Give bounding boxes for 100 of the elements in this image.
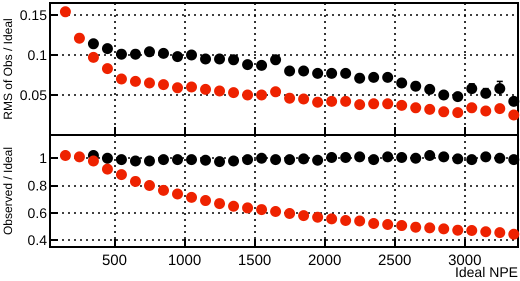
point [102,63,113,74]
point [396,78,408,88]
y-tick-label: 0.1 [28,47,48,63]
point [508,96,520,107]
y-tick-label: 0.15 [20,7,48,23]
point [368,98,380,110]
point [298,153,310,164]
point [130,76,141,87]
x-tick-label: 500 [102,252,127,269]
point [410,152,422,164]
point [494,83,506,94]
point [382,151,394,162]
point [298,66,310,76]
point [256,204,268,216]
point [270,206,282,217]
point [466,224,478,236]
point [326,68,338,79]
y-axis-title: Observed / Ideal [1,146,15,236]
point [88,38,99,50]
point [424,150,436,161]
point [410,80,422,92]
point [172,51,184,62]
point [214,198,226,210]
point [214,86,226,96]
point [368,154,380,166]
point [158,154,169,166]
x-tick-label: 1000 [168,252,202,269]
point [116,74,127,84]
point [200,84,212,95]
point [298,210,310,222]
point [368,72,380,83]
point [466,102,478,114]
point [186,82,198,92]
point [494,227,506,238]
point [256,60,268,71]
point [116,154,127,166]
point [200,54,212,64]
point [158,79,169,90]
point [354,216,366,227]
point [340,96,352,107]
point [116,48,127,60]
point [424,222,436,234]
point [382,218,394,230]
point [438,90,450,100]
point [410,222,422,233]
y-tick-label: 0.05 [20,87,48,103]
y-tick-label: 0.4 [28,232,48,248]
point [312,68,324,79]
point [130,48,141,60]
point [326,213,338,224]
point [158,184,169,196]
point [60,150,71,161]
point [382,98,394,110]
point [480,151,492,162]
point [102,152,113,164]
y-tick-label: 1 [39,150,48,166]
x-tick-label: 1500 [238,252,272,269]
point [74,151,85,162]
point [74,32,85,44]
point [396,220,408,232]
point [396,100,408,111]
point [438,151,450,162]
x-axis-title: Ideal NPE [454,264,518,280]
point [228,54,240,66]
point [144,155,155,166]
point [284,208,296,220]
point [424,104,436,115]
y-tick-label: 0.6 [28,204,48,221]
point [452,224,464,236]
point [354,99,366,110]
point [312,154,324,166]
point [354,72,366,84]
point [228,155,240,166]
point [144,46,155,58]
point [368,218,380,230]
point [172,82,184,94]
point [452,107,464,118]
point [270,86,282,98]
point [480,106,492,116]
point [88,155,99,166]
point [480,88,492,99]
point [102,43,113,54]
point [340,152,352,164]
point [438,223,450,234]
point [508,228,520,240]
point [172,188,184,200]
point [256,152,268,164]
point [340,215,352,226]
point [396,152,408,164]
point [158,48,169,59]
point [172,154,184,166]
point [60,6,71,18]
point [298,94,310,104]
y-axis-title: RMS of Obs / Ideal [1,18,15,120]
point [452,153,464,164]
point [494,103,506,114]
point [242,59,254,70]
point [144,78,155,88]
point [228,200,240,212]
point [144,180,155,192]
